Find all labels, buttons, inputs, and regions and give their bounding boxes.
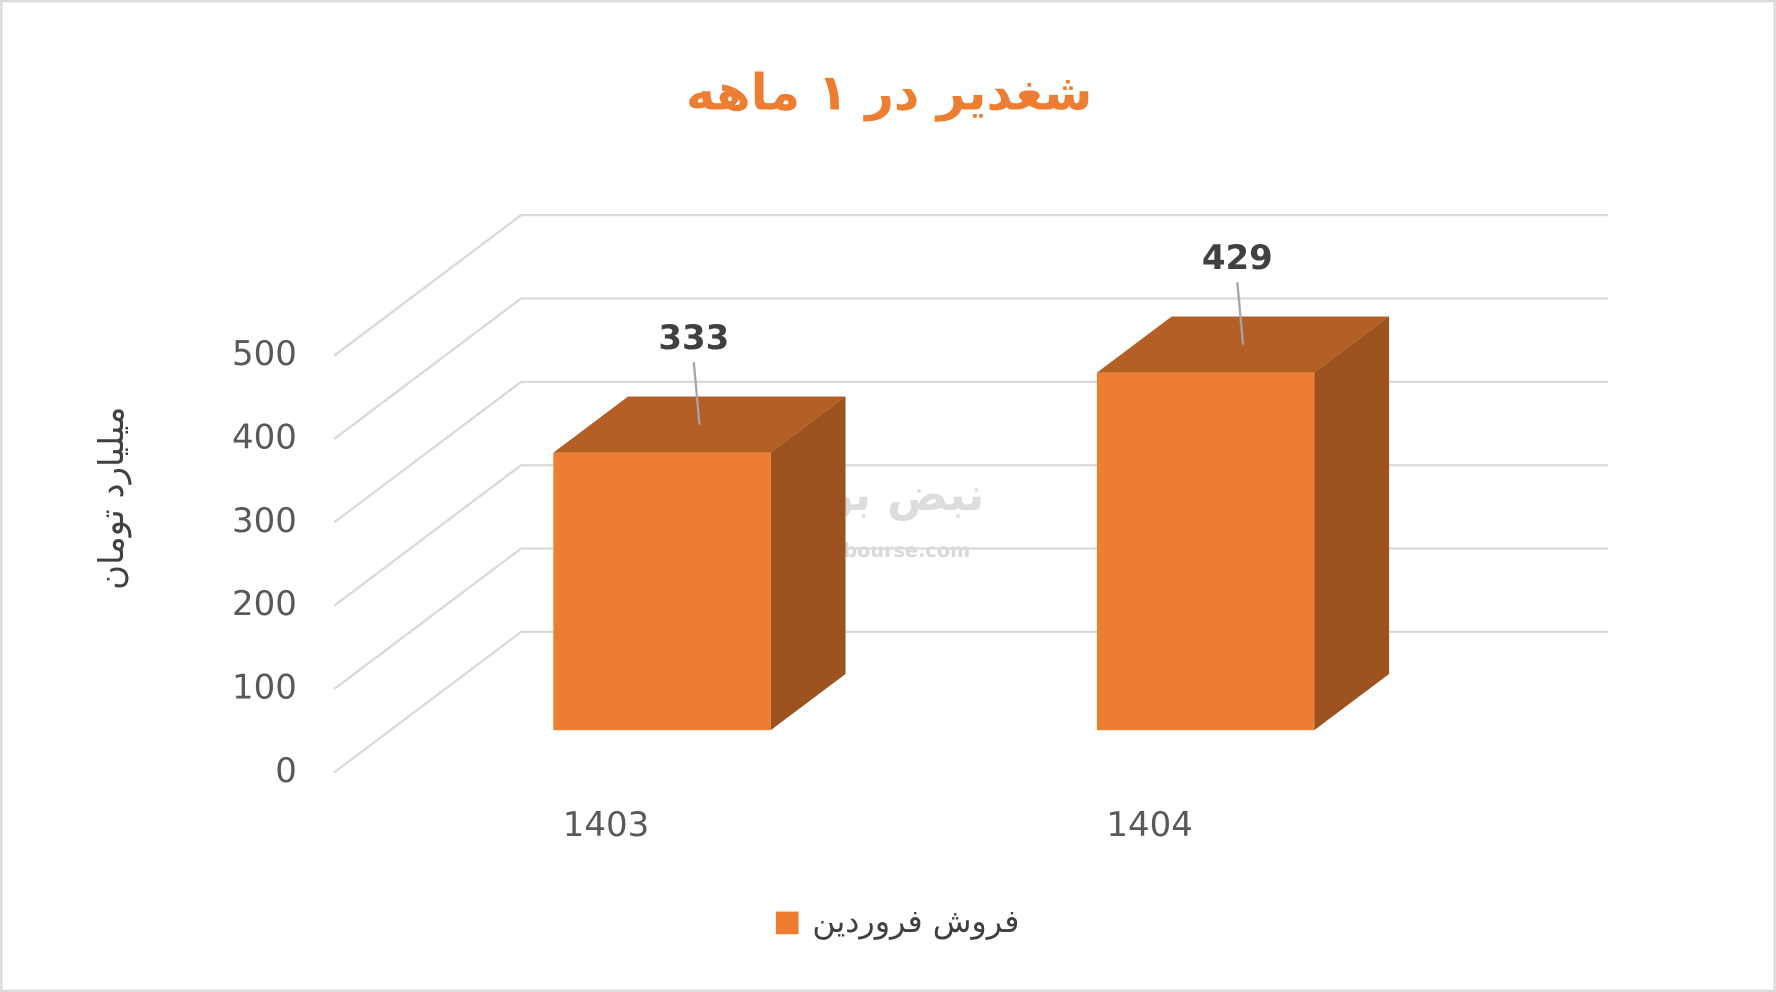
legend-swatch: [775, 911, 799, 935]
bar-side: [1314, 316, 1390, 731]
legend-label: فروش فروردین: [812, 904, 1019, 940]
y-tick-label: 200: [232, 584, 297, 624]
bar: [553, 452, 771, 731]
data-label: 429: [1202, 238, 1273, 278]
y-tick-label: 500: [232, 334, 297, 374]
x-tick-label: 1403: [563, 805, 649, 845]
y-tick-label: 300: [232, 501, 297, 541]
chart-title: شغدیر در ۱ ماهه: [686, 64, 1093, 123]
data-label: 333: [658, 318, 729, 358]
bar: [1096, 372, 1315, 731]
leader-line: [1236, 282, 1245, 345]
grid-line: [333, 297, 1609, 440]
bar-top: [553, 396, 846, 453]
bar-side: [770, 396, 846, 731]
leader-line: [692, 362, 701, 425]
y-tick-label: 100: [232, 667, 297, 707]
y-tick-label: 0: [275, 751, 297, 791]
grid-line: [333, 214, 1609, 357]
x-tick-label: 1404: [1106, 805, 1192, 845]
y-axis-title: میلیارد تومان: [92, 407, 132, 590]
y-tick-label: 400: [232, 417, 297, 457]
